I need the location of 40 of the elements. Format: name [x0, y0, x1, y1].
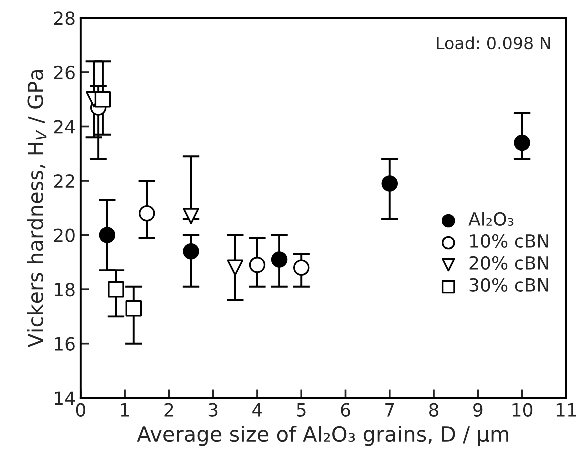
point [271, 252, 288, 268]
y-tick-label: 26 [54, 66, 75, 80]
point [183, 243, 200, 260]
x-tick-label: 7 [386, 404, 394, 417]
legend-label: Al₂O₃ [468, 212, 514, 226]
x-tick-label: 3 [208, 403, 218, 417]
legend-label: 30% cBN [470, 278, 548, 292]
legend-label: 20% cBN [470, 256, 548, 270]
x-tick-label: 10 [512, 403, 533, 417]
x-tick-label: 11 [556, 404, 576, 417]
y-tick-label: 14 [55, 392, 76, 405]
point [108, 281, 124, 298]
point [183, 208, 200, 224]
annotation: Load: 0.098 N [437, 36, 550, 50]
point [139, 205, 156, 222]
y-tick-label: 20 [54, 228, 75, 242]
legend-label: 10% cBN [470, 234, 548, 248]
y-tick-label: 22 [54, 174, 74, 188]
x-tick-label: 2 [164, 403, 174, 417]
x-tick-label: 8 [430, 403, 439, 417]
point [99, 227, 116, 244]
point [249, 257, 266, 274]
x-tick-label: 6 [341, 403, 350, 417]
y-axis-title: Vickers hardness, H$_{V}$ / GPa [27, 70, 47, 348]
x-axis-title: Average size of Al₂O₃ grains, D / μm [137, 426, 508, 446]
x-tick-label: 5 [297, 404, 306, 417]
point [126, 300, 142, 317]
point [227, 260, 244, 276]
point [293, 260, 310, 276]
y-tick-label: 18 [55, 283, 75, 297]
y-tick-label: 28 [54, 12, 75, 26]
point [514, 134, 530, 152]
point [382, 176, 398, 192]
point [94, 91, 112, 108]
x-tick-label: 4 [252, 404, 262, 417]
y-tick-label: 24 [54, 120, 76, 134]
x-tick-label: 1 [121, 404, 130, 417]
y-tick-label: 16 [55, 337, 75, 351]
x-tick-label: 9 [474, 403, 483, 417]
x-tick-label: 0 [76, 403, 86, 417]
